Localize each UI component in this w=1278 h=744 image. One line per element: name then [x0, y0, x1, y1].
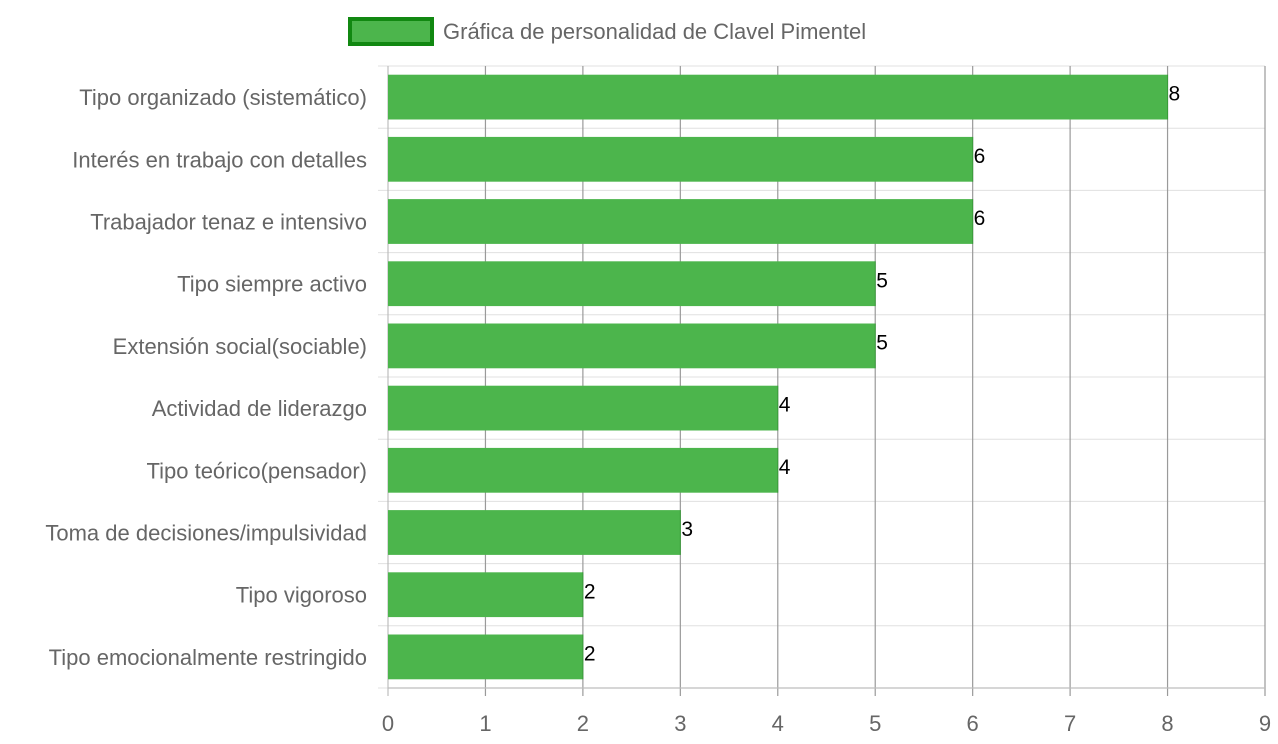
data-label: 2	[584, 643, 596, 666]
x-tick-label: 5	[869, 711, 881, 736]
labels-layer: 0 1 2 3 4 5 6 7 8 9 Tipo organizado (sistemático) 8…	[45, 83, 1271, 736]
legend-swatch[interactable]	[348, 17, 434, 46]
category-label: Extensión social(sociable)	[113, 334, 367, 359]
x-tick-label: 1	[479, 711, 491, 736]
x-tick-label: 6	[967, 711, 979, 736]
bars-layer	[388, 74, 1169, 680]
category-label: Actividad de liderazgo	[152, 396, 367, 421]
legend[interactable]: Gráfica de personalidad de Clavel Piment…	[348, 17, 866, 46]
category-label: Trabajador tenaz e intensivo	[90, 210, 367, 235]
data-label: 4	[779, 394, 791, 417]
bar[interactable]	[388, 261, 876, 307]
category-label: Tipo teórico(pensador)	[146, 458, 367, 483]
bar[interactable]	[388, 385, 778, 431]
x-tick-label: 2	[577, 711, 589, 736]
category-label: Tipo emocionalmente restringido	[49, 645, 367, 670]
data-label: 6	[974, 145, 986, 168]
category-label: Toma de decisiones/impulsividad	[45, 521, 367, 546]
data-label: 6	[974, 207, 986, 230]
data-label: 8	[1169, 83, 1181, 106]
bar[interactable]	[388, 74, 1168, 120]
x-tick-label: 4	[772, 711, 784, 736]
bar[interactable]	[388, 572, 583, 618]
bar[interactable]	[388, 199, 973, 244]
legend-label[interactable]: Gráfica de personalidad de Clavel Piment…	[443, 19, 866, 44]
bar[interactable]	[388, 323, 876, 369]
bar[interactable]	[388, 136, 973, 182]
category-label: Tipo organizado (sistemático)	[79, 85, 367, 110]
category-label: Interés en trabajo con detalles	[72, 147, 367, 172]
x-tick-label: 0	[382, 711, 394, 736]
x-tick-label: 9	[1259, 711, 1271, 736]
bar[interactable]	[388, 447, 778, 493]
category-label: Tipo vigoroso	[236, 583, 367, 608]
bar[interactable]	[388, 634, 583, 680]
data-label: 5	[876, 269, 888, 292]
x-tick-label: 7	[1064, 711, 1076, 736]
x-tick-label: 8	[1161, 711, 1173, 736]
data-label: 5	[876, 332, 888, 355]
category-label: Tipo siempre activo	[177, 272, 367, 297]
data-label: 4	[779, 456, 791, 479]
x-tick-label: 3	[674, 711, 686, 736]
data-label: 2	[584, 580, 596, 603]
bar[interactable]	[388, 510, 681, 555]
data-label: 3	[681, 518, 693, 541]
